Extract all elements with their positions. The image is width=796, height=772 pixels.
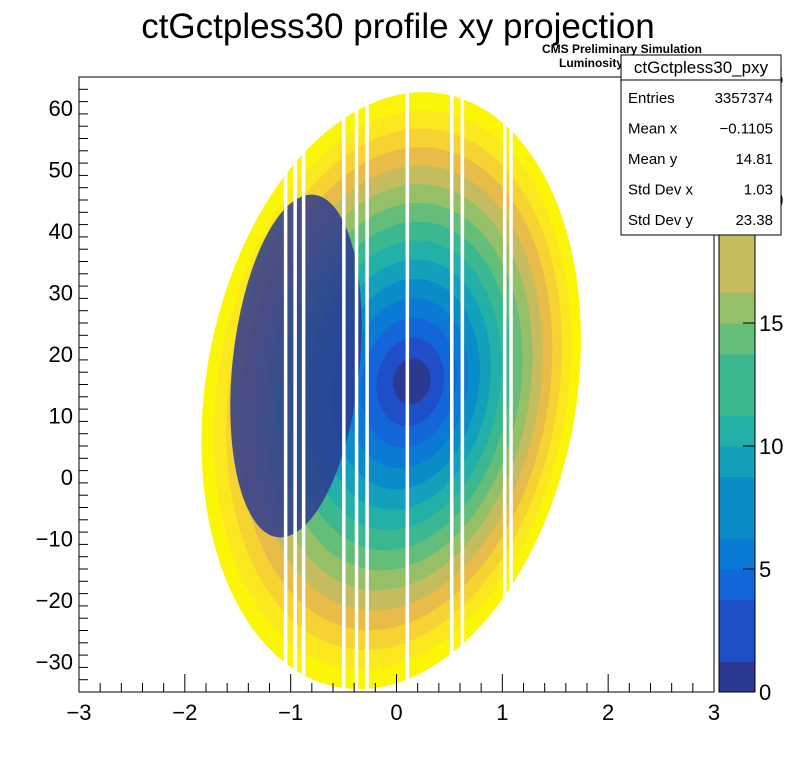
stats-histogram-name: ctGctpless30_pxy [634, 58, 769, 77]
stats-label: Std Dev x [628, 182, 694, 199]
x-tick-label: −1 [278, 700, 303, 725]
empty-bin-gap [509, 77, 513, 692]
x-tick-label: 0 [390, 700, 402, 725]
empty-bin-gap [342, 77, 346, 692]
y-tick-label: −30 [36, 649, 73, 674]
y-tick-label: 0 [61, 465, 73, 490]
empty-bin-gap [354, 77, 359, 692]
x-tick-label: 2 [602, 700, 614, 725]
stats-box: ctGctpless30_pxy Entries 3357374 Mean x −0.… [620, 54, 782, 236]
z-tick-label: 5 [759, 557, 771, 582]
colorbar-band [719, 476, 755, 508]
contour-band [393, 358, 431, 405]
x-axis: −3 −2 −1 0 1 2 3 [66, 674, 720, 725]
stats-value: 3357374 [715, 90, 773, 107]
y-tick-label: 10 [49, 403, 73, 428]
empty-bin-gap [450, 77, 454, 692]
stats-value: 1.03 [744, 182, 773, 199]
colorbar-band [719, 446, 755, 478]
stats-value: 14.81 [735, 151, 773, 168]
colorbar-band [719, 507, 755, 539]
y-tick-label: 40 [49, 219, 73, 244]
z-tick-label: 0 [759, 680, 771, 705]
stats-label: Std Dev y [628, 212, 694, 229]
colorbar-band [719, 261, 755, 293]
heatmap-layer [201, 77, 581, 692]
stats-value: −0.1105 [719, 121, 773, 138]
x-tick-label: −3 [66, 700, 91, 725]
stats-label: Entries [628, 90, 675, 107]
stats-value: 23.38 [735, 212, 773, 229]
z-tick-label: 10 [759, 434, 783, 459]
x-tick-label: 3 [708, 700, 720, 725]
colorbar-band [719, 415, 755, 447]
empty-bin-gap [365, 77, 369, 692]
stats-label: Mean y [628, 151, 678, 168]
stats-rows: Entries 3357374 Mean x −0.1105 Mean y 14.81 St… [628, 90, 773, 229]
empty-bin-gap [405, 77, 410, 692]
colorbar-band [719, 384, 755, 416]
colorbar-band [719, 230, 755, 262]
y-tick-label: 20 [49, 342, 73, 367]
empty-bin-gap [502, 77, 507, 692]
empty-bin-gap [460, 77, 465, 692]
cms-label: CMS Preliminary Simulation [542, 42, 702, 56]
empty-bin-gap [293, 77, 297, 692]
y-tick-label: −10 [36, 526, 73, 551]
z-tick-label: 15 [759, 311, 783, 336]
y-tick-label: 50 [49, 157, 73, 182]
x-tick-label: −2 [172, 700, 197, 725]
colorbar-band [719, 538, 755, 570]
empty-bin-gap [301, 77, 306, 692]
stats-label: Mean x [628, 121, 678, 138]
y-axis: −30 −20 −10 0 10 20 30 40 50 60 [36, 76, 88, 693]
colorbar-band [719, 353, 755, 385]
colorbar-band [719, 569, 755, 601]
x-tick-label: 1 [496, 700, 508, 725]
empty-bin-gap [283, 77, 288, 692]
y-tick-label: −20 [36, 588, 73, 613]
colorbar-band [719, 292, 755, 324]
colorbar-band [719, 323, 755, 355]
stats-box-frame [620, 54, 782, 236]
colorbar-band [719, 599, 755, 631]
colorbar-band [719, 661, 755, 693]
chart-title: ctGctpless30 profile xy projection [141, 7, 655, 46]
y-tick-label: 30 [49, 280, 73, 305]
colorbar-band [719, 630, 755, 662]
y-tick-label: 60 [49, 96, 73, 121]
